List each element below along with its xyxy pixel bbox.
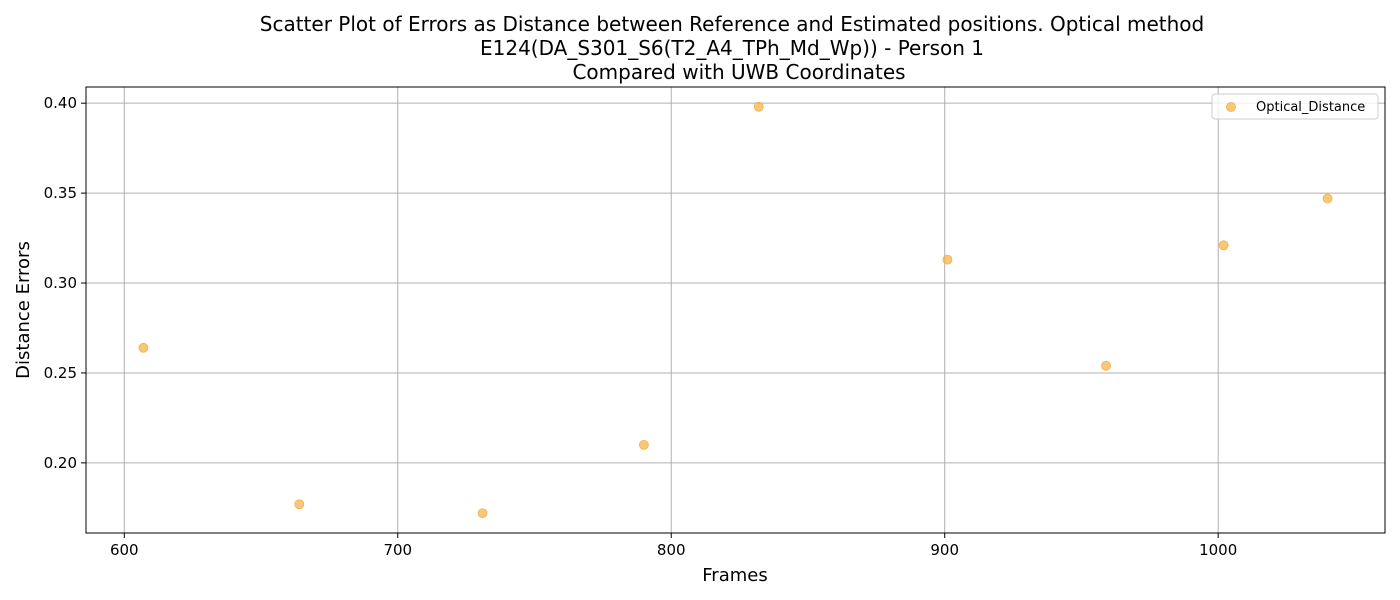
data-point — [138, 342, 149, 353]
x-tick-label: 1000 — [1199, 541, 1237, 559]
data-point — [753, 101, 764, 112]
x-tick-label: 900 — [930, 541, 959, 559]
data-point — [638, 439, 649, 450]
grid-lines — [86, 87, 1385, 533]
legend-marker — [1226, 102, 1236, 112]
chart-title-line-2: E124(DA_S301_S6(T2_A4_TPh_Md_Wp)) - Pers… — [480, 36, 984, 60]
axis-ticks: 600 700 800 900 1000 0.20 0.25 0.30 0.35 0.40 — [44, 94, 1238, 559]
y-tick-label: 0.35 — [44, 184, 77, 202]
y-tick-label: 0.25 — [44, 364, 77, 382]
data-point — [1322, 193, 1333, 204]
y-tick-label: 0.30 — [44, 274, 77, 292]
y-axis-label: Distance Errors — [13, 241, 34, 379]
chart-title-line-1: Scatter Plot of Errors as Distance betwe… — [260, 12, 1204, 36]
data-point — [1101, 360, 1111, 371]
plot-area-frame — [85, 86, 1386, 534]
legend-box — [1211, 93, 1379, 120]
y-tick-label: 0.20 — [44, 454, 77, 472]
chart-title-line-3: Compared with UWB Coordinates — [572, 60, 905, 84]
x-tick-label: 700 — [383, 541, 412, 559]
data-points — [138, 101, 1333, 519]
legend: Optical_Distance — [1211, 93, 1379, 120]
chart-title: Scatter Plot of Errors as Distance betwe… — [260, 12, 1204, 84]
data-point — [477, 508, 488, 519]
x-tick-label: 800 — [657, 541, 686, 559]
x-tick-label: 600 — [110, 541, 139, 559]
x-axis-label: Frames — [702, 565, 767, 586]
data-point — [942, 254, 953, 265]
data-point — [294, 499, 305, 510]
legend-label: Optical_Distance — [1256, 100, 1365, 115]
y-tick-label: 0.40 — [44, 94, 77, 112]
data-point — [1218, 240, 1229, 251]
